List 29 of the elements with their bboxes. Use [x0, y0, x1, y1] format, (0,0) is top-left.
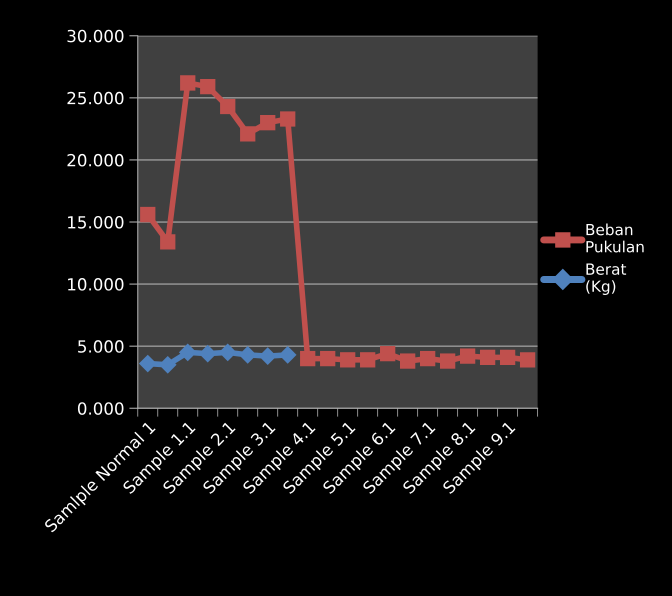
point [520, 352, 536, 368]
point [400, 353, 416, 369]
y-tick-label: 10.000 [68, 278, 124, 291]
point [340, 352, 356, 368]
legend-label: Berat (Kg) [586, 264, 626, 295]
point [420, 350, 436, 366]
point [160, 234, 176, 250]
y-tick-label: 25.000 [67, 92, 124, 104]
legend-label: Beban Pukulan [586, 224, 644, 252]
point [460, 348, 476, 364]
y-tick-label: 30.000 [68, 30, 124, 42]
point [260, 115, 276, 130]
y-tick-label: 0.000 [78, 402, 124, 415]
point [240, 126, 256, 142]
point [300, 350, 316, 366]
point [280, 111, 296, 127]
y-tick-label: 15.000 [68, 216, 124, 229]
point [440, 353, 456, 369]
y-tick-label: 20.000 [67, 154, 124, 166]
point [480, 350, 496, 365]
y-tick-label: 5.000 [78, 340, 124, 353]
point [200, 79, 216, 94]
point [140, 206, 156, 222]
point [220, 98, 236, 114]
point [180, 75, 196, 91]
point [320, 350, 336, 366]
point [360, 352, 376, 368]
point [500, 350, 516, 365]
point [380, 346, 396, 362]
